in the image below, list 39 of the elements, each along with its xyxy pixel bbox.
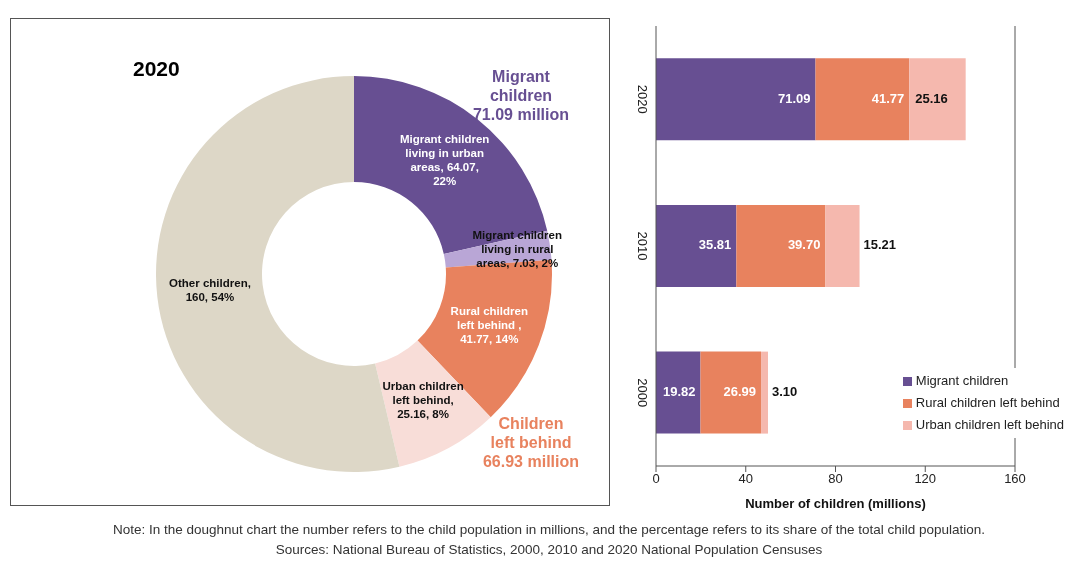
text: Migrant children 71.09 million xyxy=(471,67,570,124)
x-tick-label: 120 xyxy=(914,471,937,487)
bar xyxy=(700,351,762,434)
x-tick-label: 0 xyxy=(652,471,660,487)
data-label: 26.99 xyxy=(723,384,757,400)
text: Children left behind 66.93 million xyxy=(481,414,580,471)
data-label: 3.10 xyxy=(771,384,798,400)
chart-title: 2020 xyxy=(133,57,180,81)
x-tick-label: 160 xyxy=(1004,471,1026,487)
bar xyxy=(825,204,860,287)
legend-label: Migrant children xyxy=(914,372,1010,390)
bar xyxy=(761,351,768,434)
legend-label: Urban children left behind xyxy=(914,416,1064,434)
bar xyxy=(656,204,737,287)
y-tick-label: 2000 xyxy=(635,378,650,408)
data-label: 41.77 xyxy=(871,90,905,106)
text: Note: In the doughnut chart the number refers to the child population in millions, and the percentage refers to its share of the total child population. xyxy=(111,521,986,539)
source-note: Sources: National Bureau of Statistics, 2000, 2010 and 2020 National Population Censuses xyxy=(274,541,824,559)
bar xyxy=(815,58,910,141)
slice-label: Urban children left behind, 25.16, 8% xyxy=(382,380,464,421)
data-label: 71.09 xyxy=(777,90,811,106)
bar xyxy=(909,58,966,141)
y-tick-label: 2010 xyxy=(635,231,650,261)
slice-label: Migrant children living in urban areas, 64.07, 22% xyxy=(399,132,490,187)
legend-label: Rural children left behind xyxy=(914,394,1061,412)
data-label: 35.81 xyxy=(698,237,732,253)
data-label: 25.16 xyxy=(915,90,948,106)
slice-label: Rural children left behind , 41.77, 14% xyxy=(450,305,528,346)
data-label: 39.70 xyxy=(787,237,821,253)
y-tick-label: 2020 xyxy=(635,84,650,114)
bar xyxy=(656,351,701,434)
data-label: 19.82 xyxy=(662,384,696,400)
bar xyxy=(736,204,826,287)
x-tick-label: 80 xyxy=(828,471,843,487)
x-tick-label: 40 xyxy=(738,471,753,487)
bar xyxy=(656,58,816,141)
x-axis-title: Number of children (millions) xyxy=(745,496,926,511)
data-label: 15.21 xyxy=(863,237,897,253)
slice-label: Other children, 160, 54% xyxy=(169,276,251,303)
